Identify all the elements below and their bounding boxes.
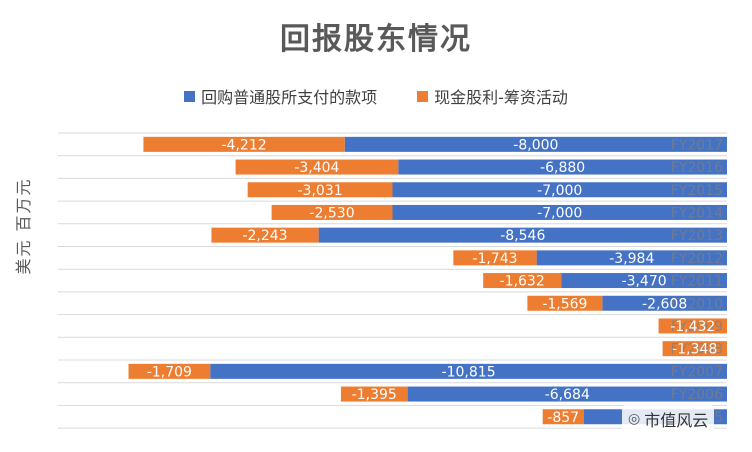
bar-dividend-FY2008: [662, 341, 727, 357]
bar-dividend-FY2005: [542, 409, 584, 425]
data-label-buyback-FY2006: -6,684: [545, 387, 590, 403]
category-label-FY2008: FY2008: [671, 342, 723, 358]
data-label-buyback-FY2013: -8,546: [500, 228, 545, 244]
bar-buyback-FY2010: [602, 295, 727, 311]
legend: 回购普通股所支付的款项 现金股利-筹资活动: [0, 84, 752, 108]
category-label-FY2010: FY2010: [671, 296, 723, 312]
bar-buyback-FY2011: [561, 273, 727, 289]
legend-swatch-dividend: [417, 90, 429, 102]
bar-buyback-FY2014: [392, 204, 727, 220]
bar-dividend-FY2011: [483, 273, 562, 289]
data-label-dividend-FY2012: -1,743: [472, 251, 517, 267]
bar-dividend-FY2010: [527, 295, 603, 311]
legend-item-buyback: 回购普通股所支付的款项: [184, 84, 377, 108]
data-label-dividend-FY2014: -2,530: [309, 205, 354, 221]
category-label-FY2013: FY2013: [671, 228, 723, 244]
category-label-FY2015: FY2015: [671, 183, 723, 199]
legend-label-buyback: 回购普通股所支付的款项: [201, 88, 378, 107]
data-label-dividend-FY2015: -3,031: [298, 183, 343, 199]
data-label-buyback-FY2017: -8,000: [513, 137, 558, 153]
bar-buyback-FY2012: [536, 250, 727, 266]
bar-buyback-FY2016: [398, 159, 727, 175]
bar-buyback-FY2015: [392, 182, 727, 198]
bar-buyback-FY2017: [344, 136, 727, 152]
legend-label-dividend: 现金股利-筹资活动: [434, 88, 568, 107]
category-label-FY2016: FY2016: [671, 160, 723, 176]
data-label-buyback-FY2010: -2,608: [642, 296, 687, 312]
bar-dividend-FY2015: [247, 182, 393, 198]
bar-dividend-FY2009: [658, 318, 727, 334]
data-label-dividend-FY2011: -1,632: [500, 274, 545, 290]
bar-dividend-FY2017: [143, 136, 345, 152]
legend-item-dividend: 现金股利-筹资活动: [417, 84, 568, 108]
data-label-dividend-FY2009: -1,432: [670, 319, 715, 335]
bar-dividend-FY2014: [271, 204, 393, 220]
category-label-FY2011: FY2011: [671, 274, 723, 290]
bar-dividend-FY2006: [340, 386, 408, 402]
data-label-buyback-FY2015: -7,000: [537, 183, 582, 199]
category-label-FY2014: FY2014: [671, 205, 723, 221]
data-label-dividend-FY2017: -4,212: [222, 137, 267, 153]
chart-title: 回报股东情况: [280, 22, 472, 57]
data-label-buyback-FY2016: -6,880: [540, 160, 585, 176]
watermark: ◎ 市值风云: [622, 405, 715, 433]
bar-buyback-FY2013: [318, 227, 727, 243]
bar-dividend-FY2012: [453, 250, 537, 266]
watermark-text: 市值风云: [644, 411, 709, 430]
data-label-dividend-FY2010: -1,569: [542, 296, 587, 312]
category-label-FY2006: FY2006: [671, 387, 723, 403]
bar-dividend-FY2016: [235, 159, 399, 175]
data-label-buyback-FY2011: -3,470: [622, 274, 667, 290]
bar-buyback-FY2007: [210, 363, 727, 379]
data-label-dividend-FY2013: -2,243: [242, 228, 287, 244]
data-label-buyback-FY2014: -7,000: [537, 205, 582, 221]
legend-swatch-buyback: [184, 90, 196, 102]
data-label-dividend-FY2005: -857: [547, 410, 579, 426]
data-label-dividend-FY2016: -3,404: [294, 160, 339, 176]
bar-dividend-FY2007: [128, 363, 211, 379]
data-label-dividend-FY2007: -1,709: [147, 364, 192, 380]
category-label-FY2009: FY2009: [671, 319, 723, 335]
data-label-buyback-FY2012: -3,984: [609, 251, 654, 267]
data-label-buyback-FY2007: -10,815: [442, 364, 496, 380]
wechat-icon: ◎: [628, 411, 641, 427]
category-label-FY2012: FY2012: [671, 251, 723, 267]
bar-dividend-FY2013: [211, 227, 319, 243]
category-label-FY2007: FY2007: [671, 364, 723, 380]
data-label-dividend-FY2006: -1,395: [352, 387, 397, 403]
data-label-dividend-FY2008: -1,348: [672, 342, 717, 358]
category-label-FY2017: FY2017: [671, 137, 723, 153]
bar-buyback-FY2006: [407, 386, 727, 402]
